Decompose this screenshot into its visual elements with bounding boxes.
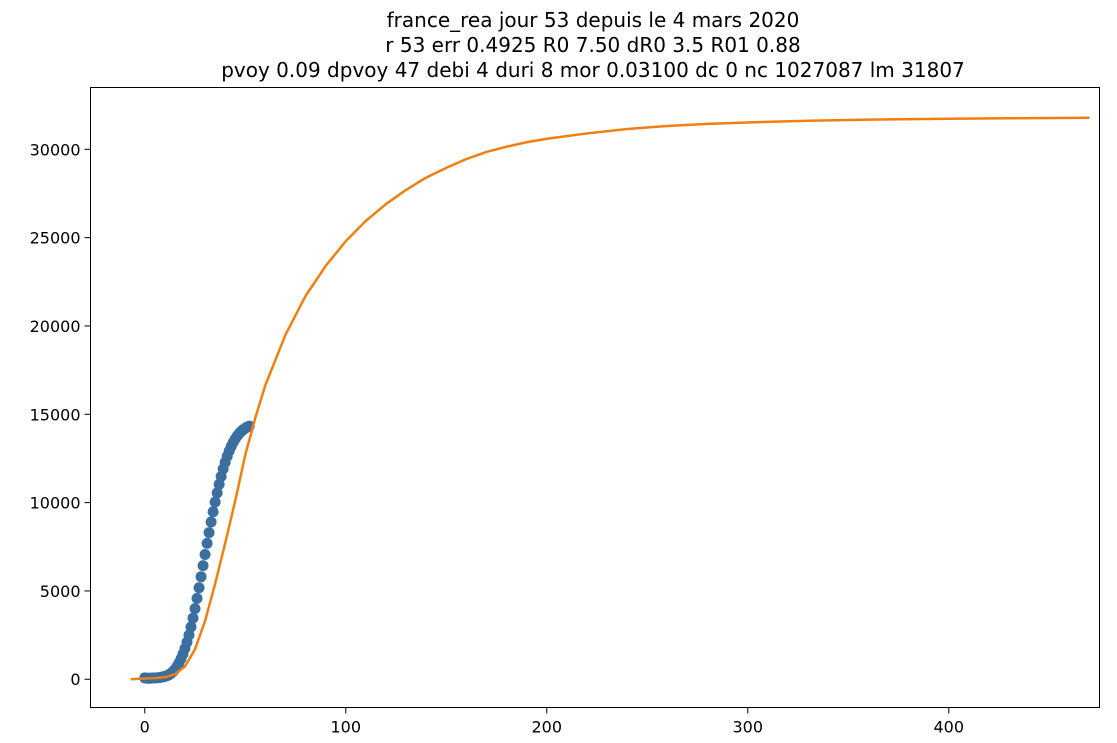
data-point (207, 506, 219, 518)
data-point (199, 549, 211, 561)
data-point (211, 487, 223, 499)
x-tick-label: 100 (330, 718, 361, 737)
y-tick-label: 10000 (30, 494, 81, 513)
data-point (205, 516, 217, 528)
data-point (187, 612, 199, 624)
data-point (191, 592, 203, 604)
y-tick-label: 0 (70, 670, 80, 689)
data-point (195, 571, 207, 583)
chart-title-line-2: r 53 err 0.4925 R0 7.50 dR0 3.5 R01 0.88 (385, 33, 800, 57)
y-tick-label: 25000 (30, 229, 81, 248)
y-axis: 0 5000 10000 15000 20000 25000 30000 (30, 140, 91, 689)
data-point (201, 537, 213, 549)
x-axis: 0 100 200 300 400 (140, 707, 964, 737)
x-tick-label: 400 (933, 718, 964, 737)
data-point (193, 582, 205, 594)
chart-title-line-3: pvoy 0.09 dpvoy 47 debi 4 duri 8 mor 0.0… (221, 58, 965, 82)
y-tick-label: 20000 (30, 317, 81, 336)
y-tick-label: 15000 (30, 405, 81, 424)
data-point (209, 496, 221, 508)
x-tick-label: 200 (531, 718, 562, 737)
data-point (189, 603, 201, 615)
data-point (203, 527, 215, 539)
axes-frame (90, 87, 1100, 708)
plot-area (130, 116, 1090, 684)
data-point (197, 560, 209, 572)
y-tick-label: 5000 (40, 582, 81, 601)
x-tick-label: 0 (140, 718, 150, 737)
y-tick-label: 30000 (30, 140, 81, 159)
model-curve (130, 116, 1090, 681)
chart-title-line-1: france_rea jour 53 depuis le 4 mars 2020 (387, 8, 800, 32)
x-tick-label: 300 (732, 718, 763, 737)
data-point (185, 621, 197, 633)
